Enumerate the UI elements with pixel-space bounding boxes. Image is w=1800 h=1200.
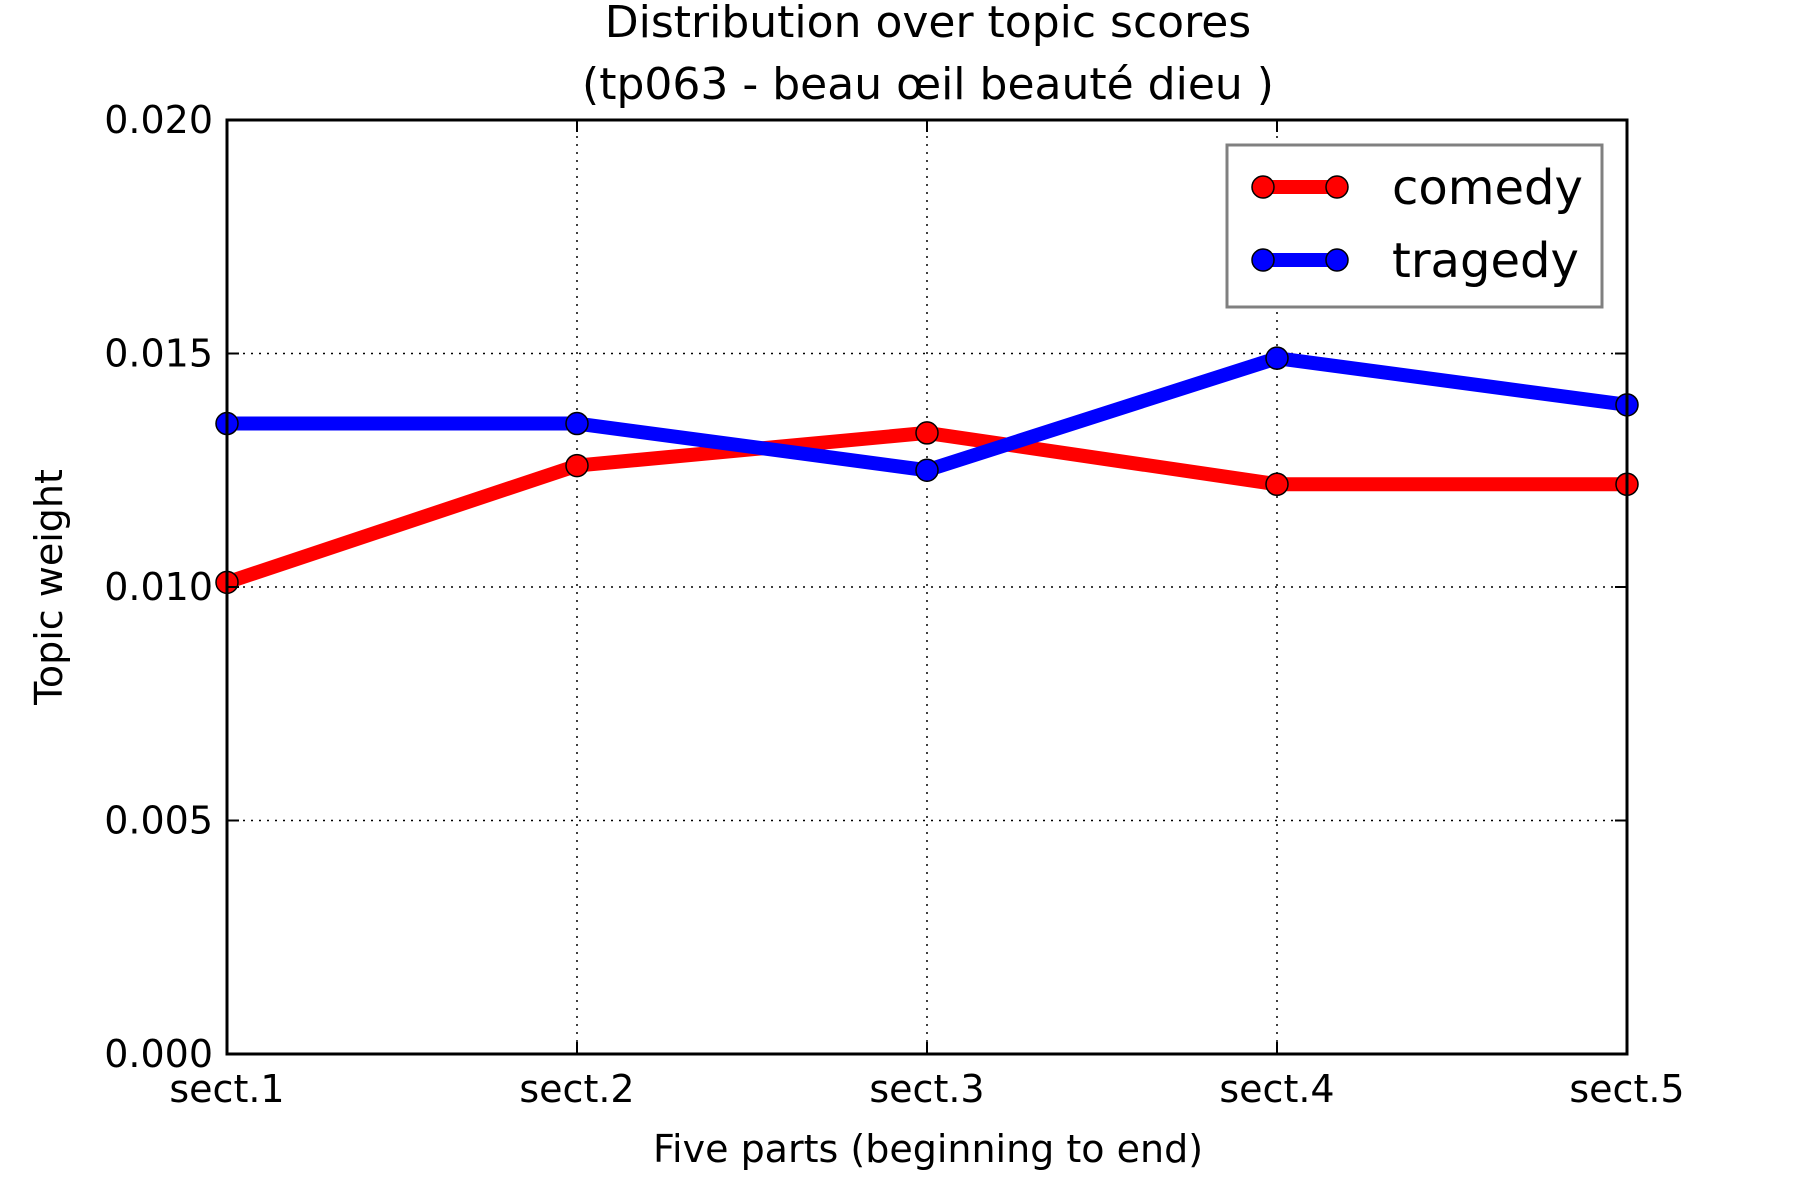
x-tick-label: sect.1	[169, 1067, 284, 1111]
data-point-comedy	[565, 453, 589, 478]
legend-box	[1225, 143, 1604, 309]
data-point-comedy	[915, 421, 939, 445]
chart-subtitle: (tp063 - beau œil beauté dieu )	[582, 59, 1274, 110]
y-tick-label: 0.010	[104, 565, 213, 609]
legend-label-tragedy: tragedy	[1392, 233, 1579, 289]
data-point-tragedy	[565, 411, 589, 436]
legend-marker-comedy	[1251, 175, 1275, 199]
x-tick-label: sect.2	[519, 1067, 634, 1111]
y-tick-label: 0.015	[104, 332, 213, 376]
y-tick-label: 0.005	[104, 799, 213, 843]
chart-title: Distribution over topic scores	[605, 0, 1251, 48]
x-tick-label: sect.5	[1569, 1067, 1684, 1111]
data-point-comedy	[1265, 472, 1289, 497]
y-axis-label: Topic weight	[27, 469, 71, 706]
y-tick-label: 0.000	[104, 1032, 213, 1076]
x-axis-label: Five parts (beginning to end)	[653, 1127, 1203, 1171]
legend-label-comedy: comedy	[1392, 160, 1583, 216]
data-point-tragedy	[915, 458, 939, 482]
axis-ticks: 0.000 0.005 0.010 0.015 0.020 sect.1 sect.2 sec…	[104, 98, 1684, 1111]
legend-marker-tragedy	[1251, 248, 1275, 272]
grid-lines	[227, 120, 1627, 1054]
x-tick-label: sect.4	[1219, 1067, 1334, 1111]
x-tick-label: sect.3	[869, 1067, 984, 1111]
data-point-tragedy	[1265, 346, 1289, 370]
legend: comedy tragedy	[1225, 143, 1604, 309]
legend-marker-comedy	[1325, 175, 1349, 199]
y-tick-label: 0.020	[104, 98, 213, 142]
legend-marker-tragedy	[1325, 248, 1349, 272]
